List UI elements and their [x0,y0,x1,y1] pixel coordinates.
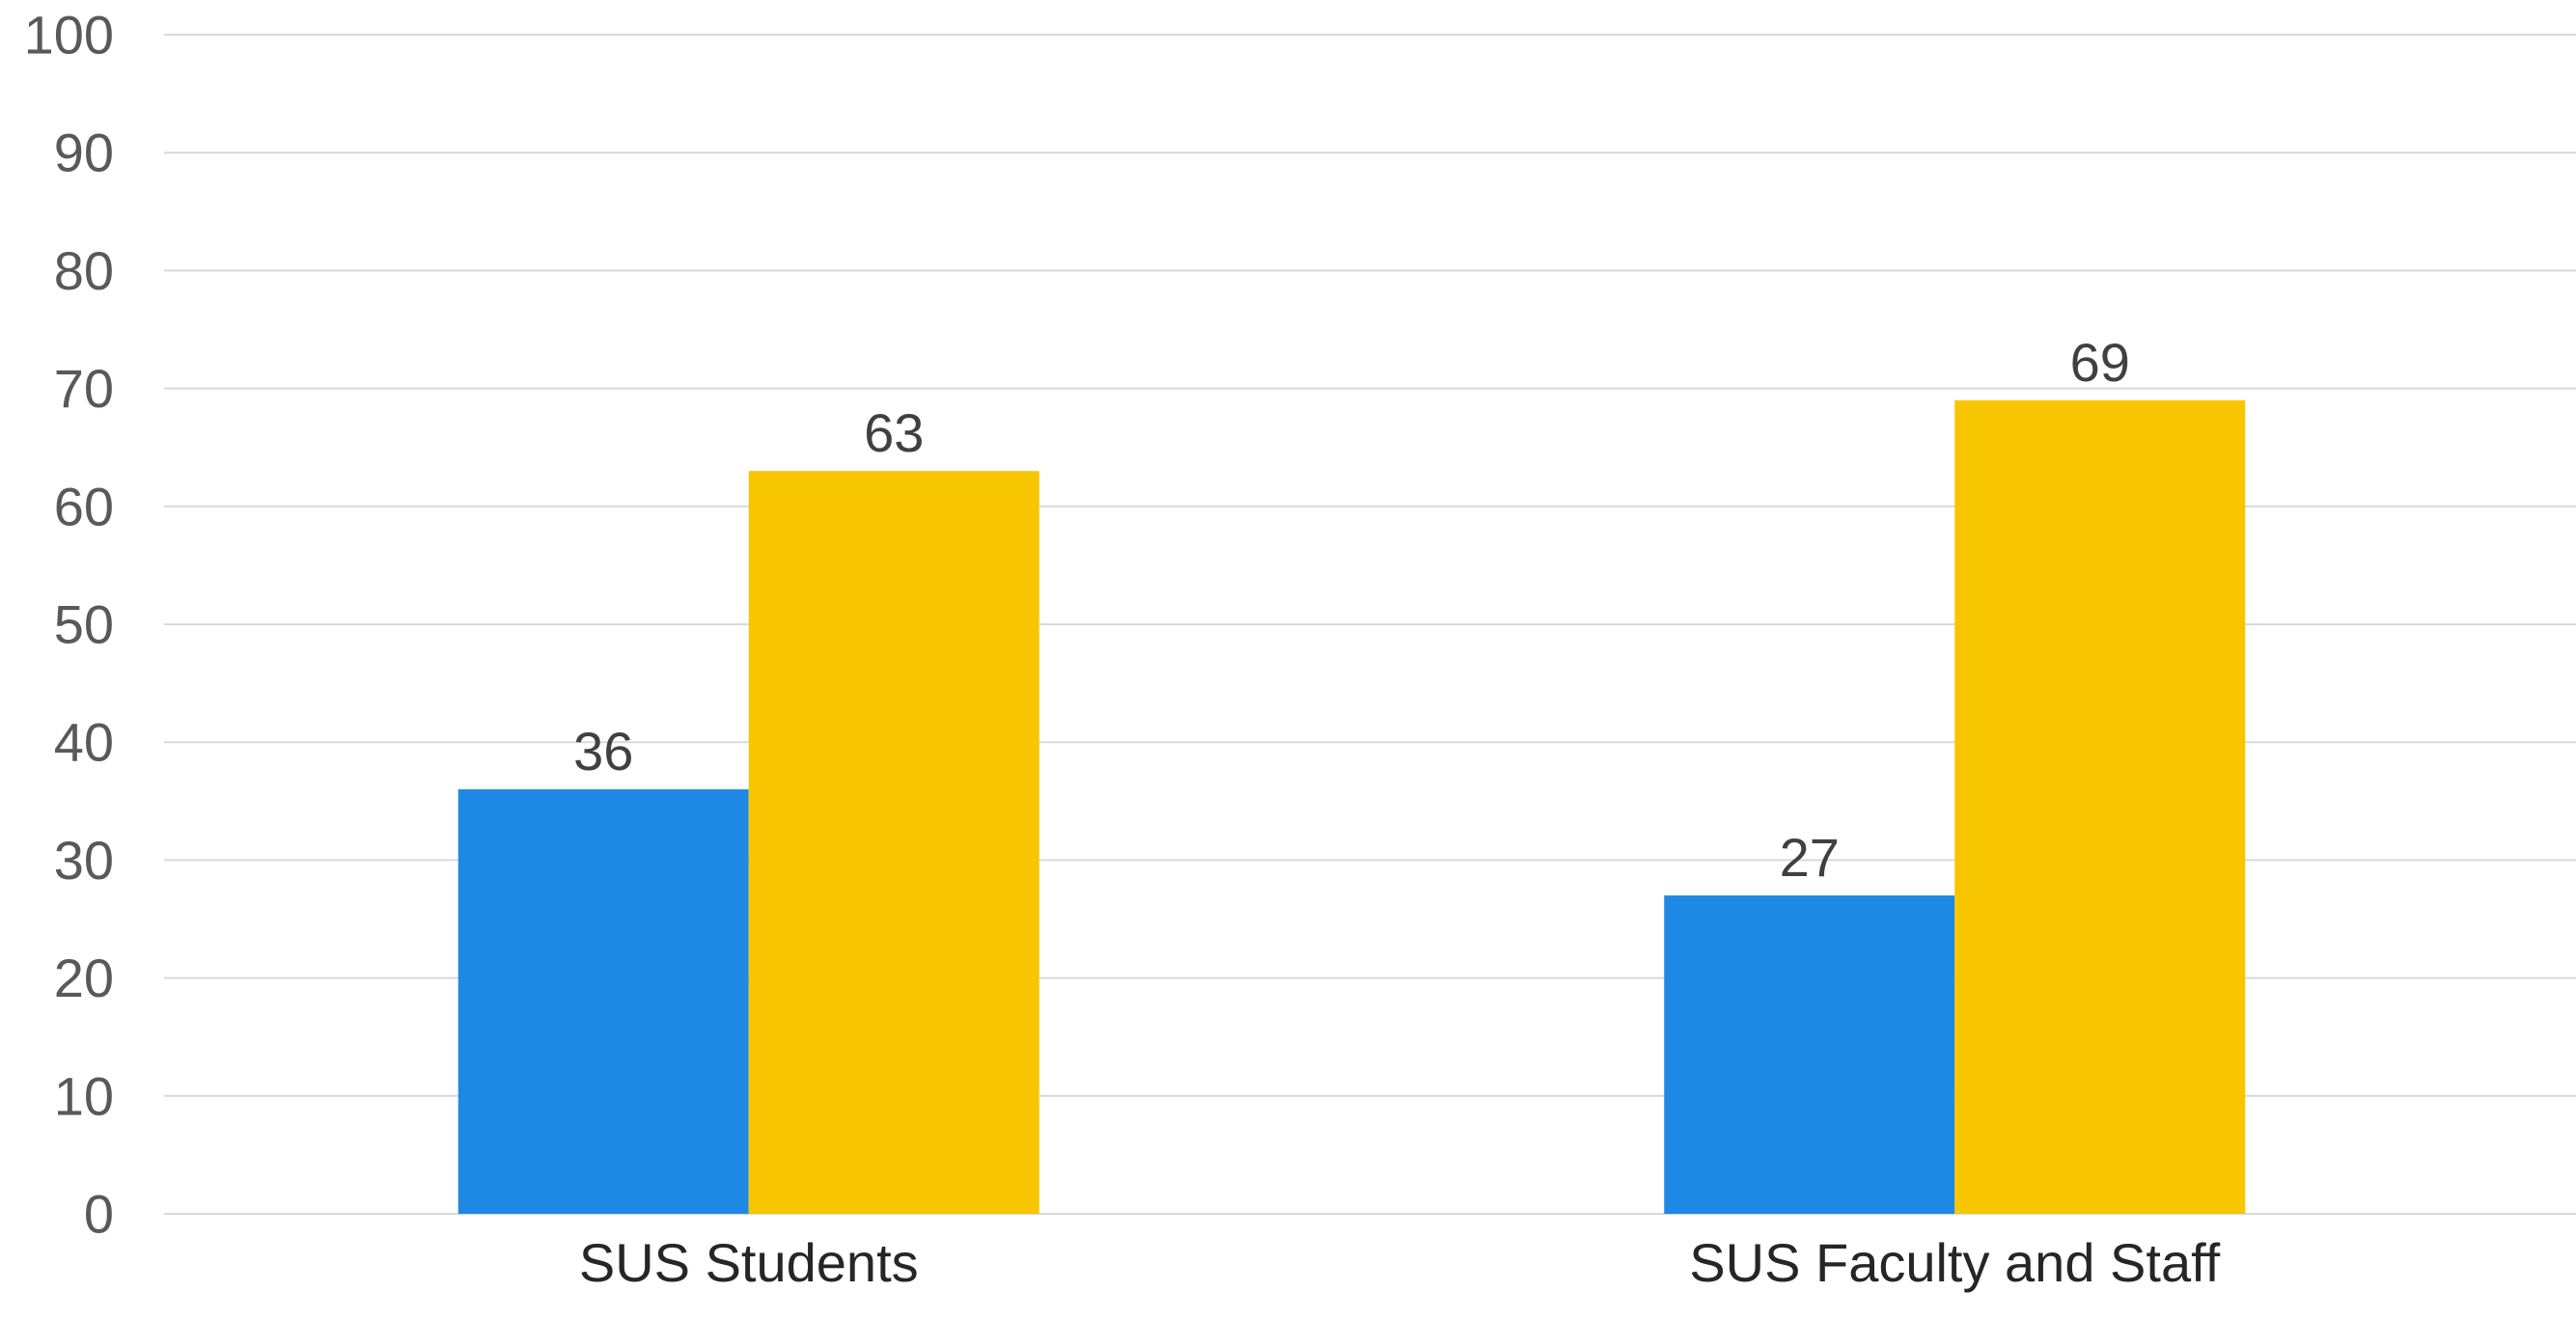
y-tick-label: 40 [54,712,114,773]
bars [457,399,2246,1214]
y-tick-label: 50 [54,594,114,655]
x-category-label: SUS Students [579,1232,919,1293]
bar-series-2-1 [748,471,1039,1214]
y-tick-label: 30 [54,830,114,891]
y-tick-label: 80 [54,240,114,301]
y-tick-label: 20 [54,948,114,1008]
bar-series-2-2 [1954,399,2246,1214]
data-labels: 36 63 27 69 [573,332,2130,888]
y-tick-label: 70 [54,358,114,419]
y-tick-label: 10 [54,1065,114,1126]
data-label: 69 [2070,332,2130,393]
data-label: 63 [864,402,924,463]
data-label: 27 [1780,827,1840,888]
bar-series-1-2 [1664,895,1955,1214]
data-label: 36 [573,721,633,782]
x-axis-categories: SUS Students SUS Faculty and Staff [579,1232,2221,1293]
y-tick-label: 90 [54,123,114,183]
y-axis-ticks: 0 10 20 30 40 50 60 70 80 90 100 [24,5,114,1245]
bar-series-1-1 [457,789,749,1214]
y-tick-label: 60 [54,476,114,536]
y-tick-label: 100 [24,5,114,66]
y-tick-label: 0 [84,1184,114,1245]
x-category-label: SUS Faculty and Staff [1689,1232,2220,1293]
